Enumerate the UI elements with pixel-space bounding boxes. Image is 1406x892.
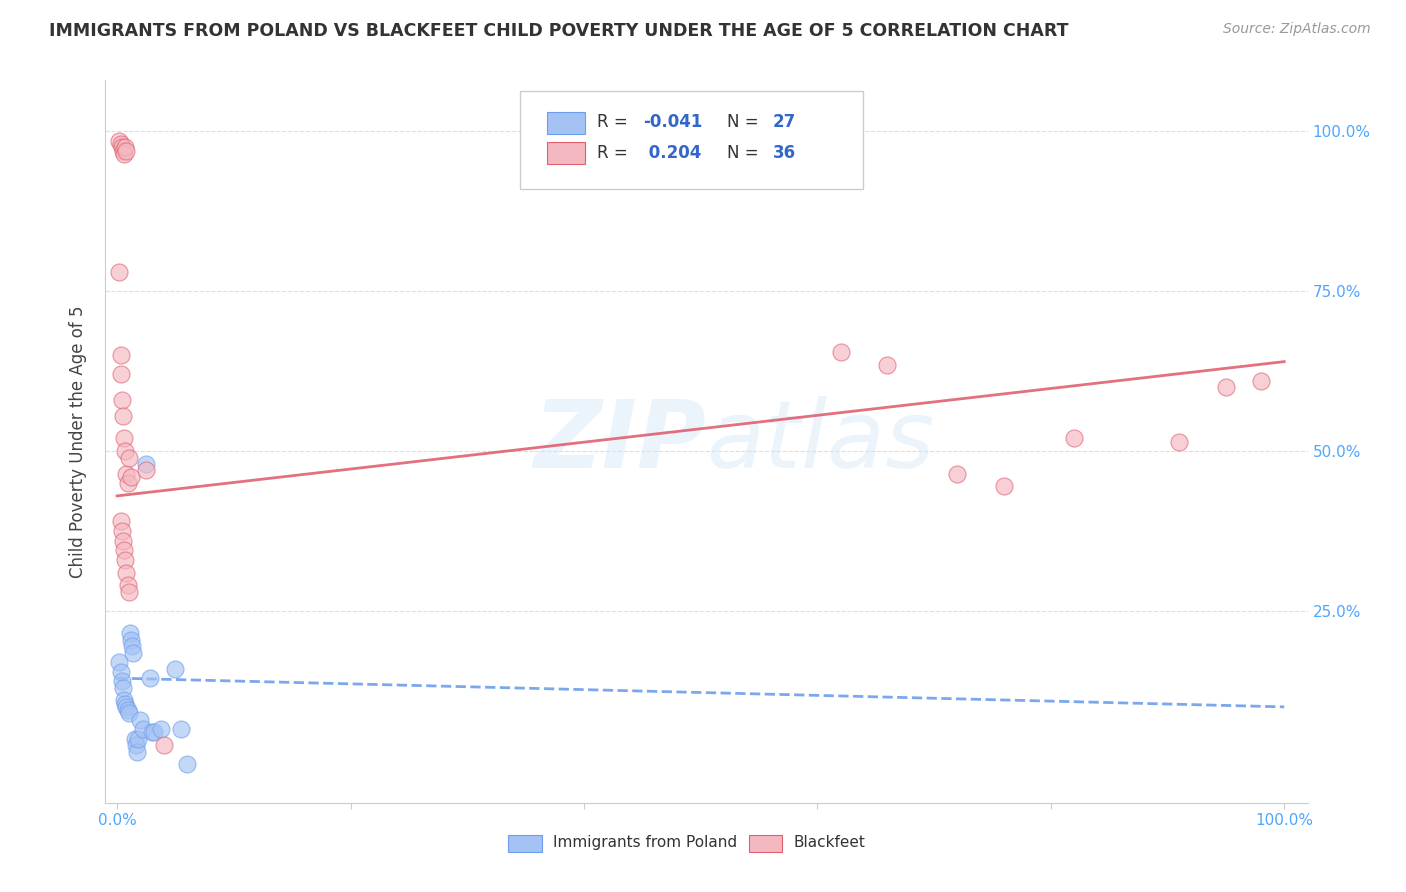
Point (111, 524, 134, 538)
Point (115, 144, 138, 158)
Point (110, 348, 132, 362)
Point (111, 144, 134, 158)
Y-axis label: Child Poverty Under the Age of 5: Child Poverty Under the Age of 5 (69, 305, 87, 578)
Point (1215, 380, 1237, 394)
Text: IMMIGRANTS FROM POLAND VS BLACKFEET CHILD POVERTY UNDER THE AGE OF 5 CORRELATION: IMMIGRANTS FROM POLAND VS BLACKFEET CHIL… (49, 22, 1069, 40)
Point (124, 731, 146, 746)
Point (143, 725, 166, 739)
Point (110, 665, 132, 679)
Point (120, 632, 142, 647)
Point (111, 674, 134, 689)
Point (121, 639, 143, 653)
Text: R =: R = (598, 144, 633, 161)
Point (111, 409, 134, 423)
Point (170, 723, 193, 737)
Point (1168, 434, 1191, 449)
Point (108, 655, 131, 669)
Point (115, 467, 138, 481)
FancyBboxPatch shape (520, 91, 863, 189)
Point (114, 444, 136, 458)
Point (118, 450, 141, 465)
Point (993, 479, 1015, 493)
Point (114, 553, 136, 567)
Point (125, 738, 148, 752)
Point (132, 723, 155, 737)
Point (1063, 431, 1085, 445)
Text: ZIP: ZIP (534, 395, 707, 488)
FancyBboxPatch shape (547, 112, 585, 134)
Point (110, 137, 132, 152)
Point (114, 697, 136, 711)
Point (115, 699, 138, 714)
Point (111, 392, 134, 407)
Point (127, 731, 149, 746)
Point (153, 738, 176, 752)
Point (122, 646, 145, 660)
Text: 36: 36 (773, 144, 796, 161)
Text: atlas: atlas (707, 396, 935, 487)
Point (876, 358, 898, 372)
Point (165, 661, 187, 675)
Text: 27: 27 (773, 113, 796, 131)
Point (117, 703, 139, 717)
Point (135, 457, 157, 471)
Point (115, 566, 138, 580)
Point (111, 140, 134, 154)
Point (118, 626, 141, 640)
Text: 0.204: 0.204 (643, 144, 702, 161)
Point (120, 469, 142, 483)
Point (110, 515, 132, 529)
Text: Immigrants from Poland: Immigrants from Poland (553, 835, 737, 850)
Point (108, 134, 131, 148)
FancyBboxPatch shape (508, 835, 541, 852)
Text: R =: R = (598, 113, 633, 131)
Point (118, 706, 141, 721)
Point (117, 578, 139, 592)
Point (111, 533, 134, 548)
Point (108, 265, 131, 279)
Point (141, 725, 163, 739)
Text: Source: ZipAtlas.com: Source: ZipAtlas.com (1223, 22, 1371, 37)
Point (112, 543, 135, 558)
FancyBboxPatch shape (547, 143, 585, 164)
Text: -0.041: -0.041 (643, 113, 702, 131)
Point (139, 671, 162, 685)
Point (118, 584, 141, 599)
FancyBboxPatch shape (748, 835, 782, 852)
Text: N =: N = (727, 144, 763, 161)
Point (110, 368, 132, 382)
Point (830, 345, 852, 359)
Point (117, 476, 139, 491)
Point (112, 693, 135, 707)
Point (1250, 374, 1272, 388)
Point (129, 713, 152, 727)
Text: N =: N = (727, 113, 763, 131)
Point (112, 146, 135, 161)
Point (150, 723, 173, 737)
Text: Blackfeet: Blackfeet (793, 835, 865, 850)
Point (125, 745, 148, 759)
Point (114, 140, 136, 154)
Point (176, 757, 198, 772)
Point (111, 681, 134, 695)
Point (112, 431, 135, 445)
Point (946, 467, 969, 481)
Point (135, 463, 157, 477)
